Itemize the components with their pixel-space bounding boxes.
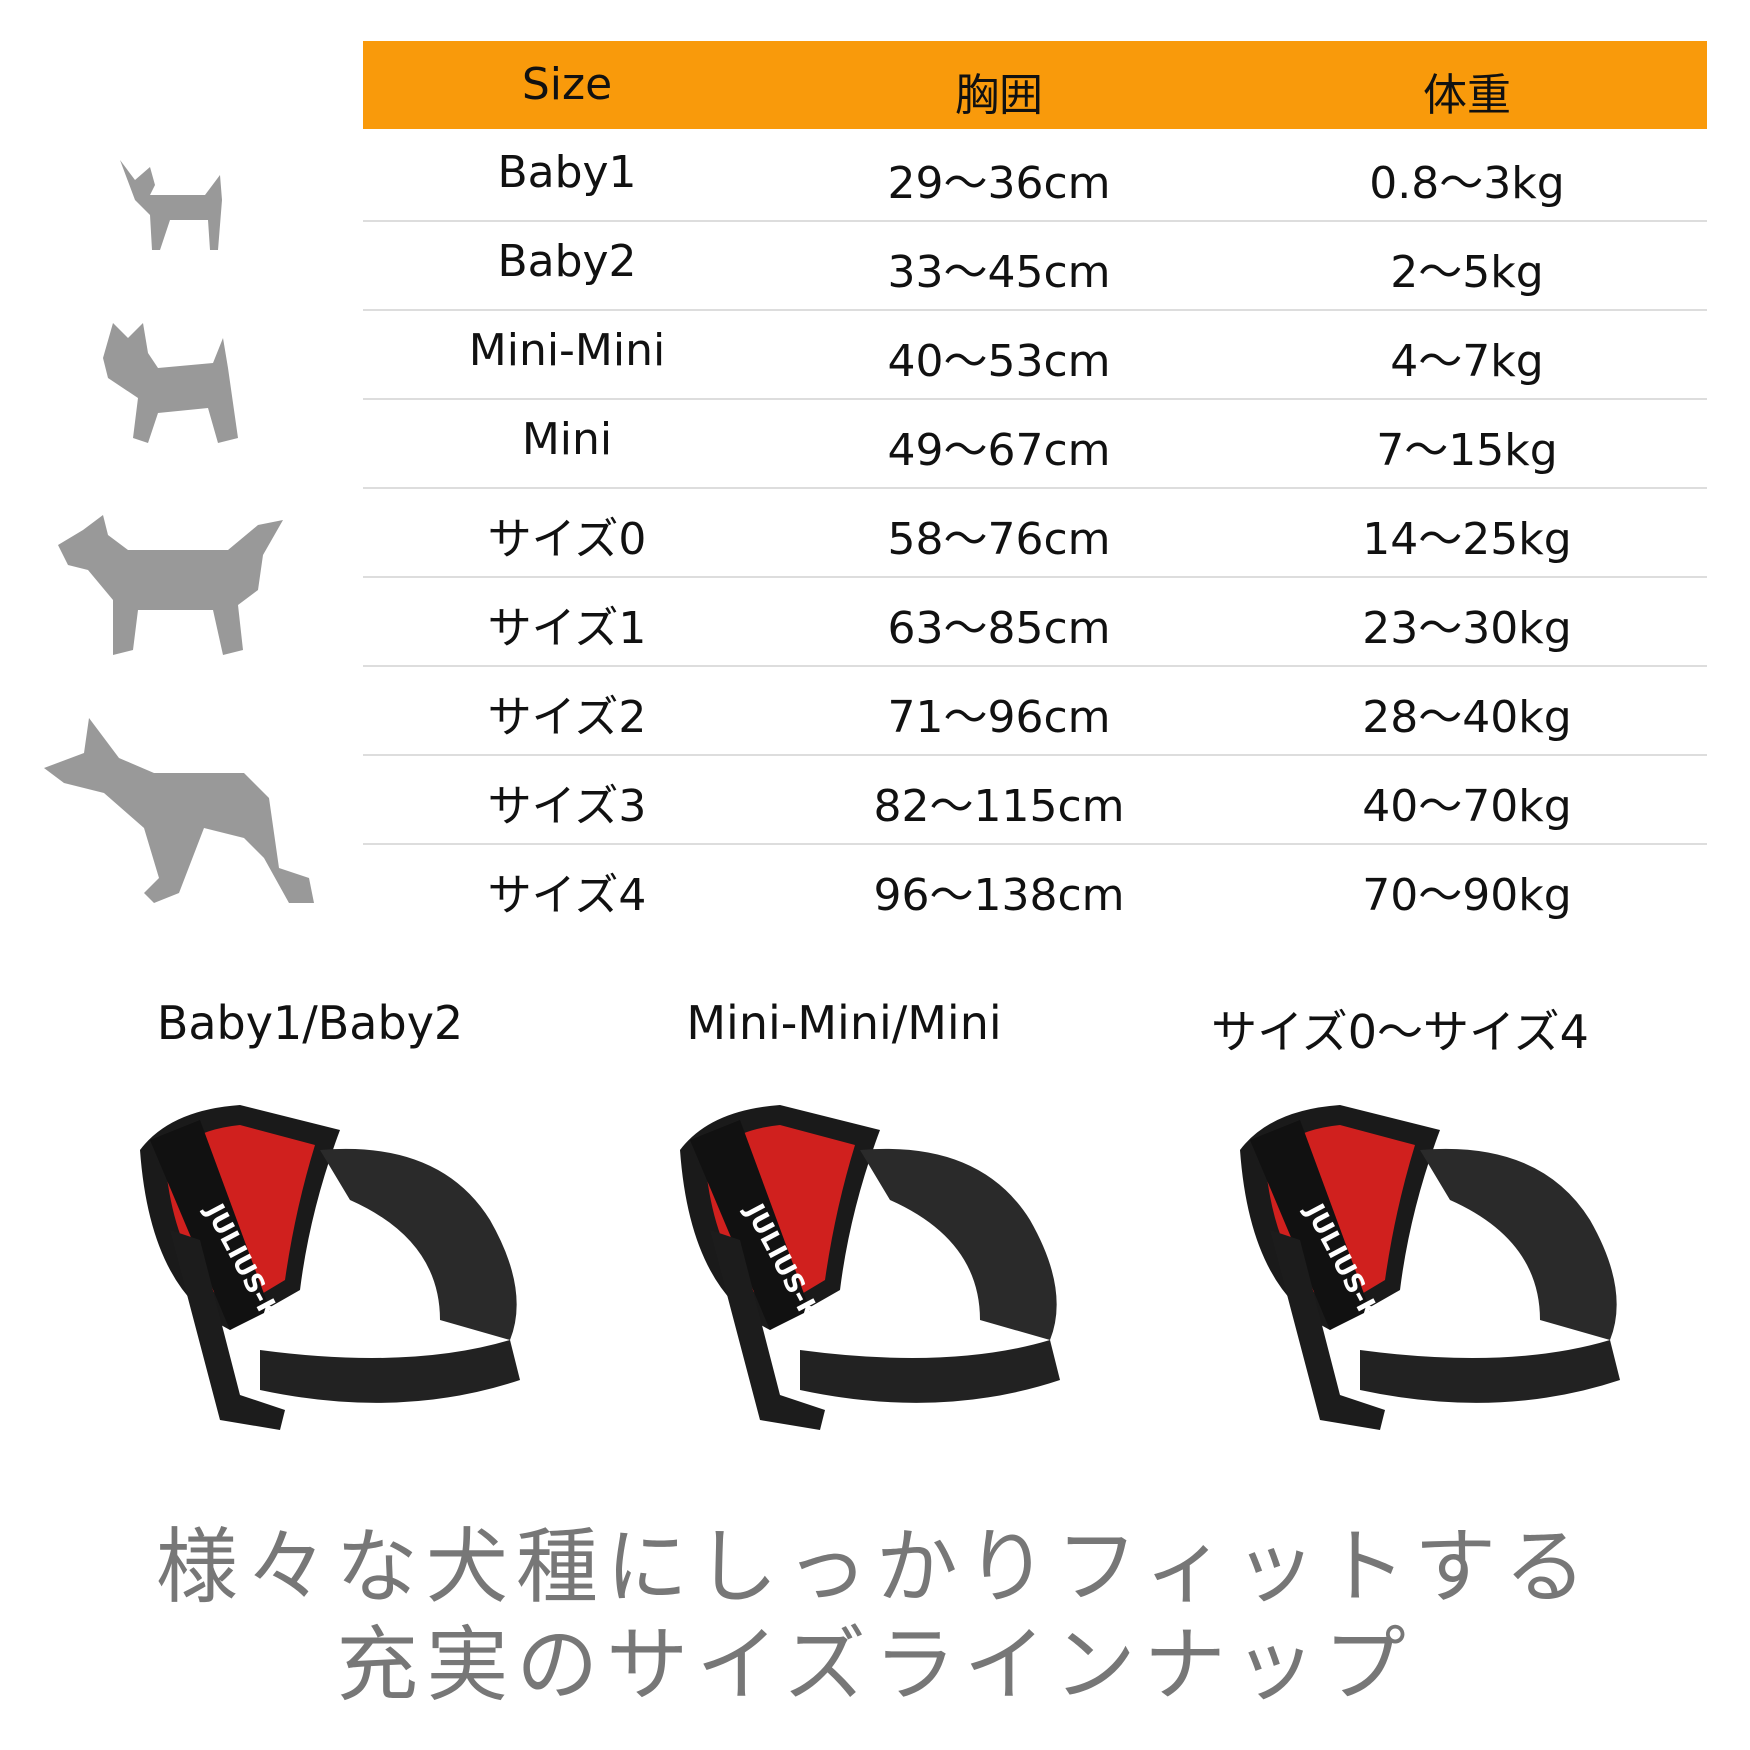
chest-cell: 33〜45cm: [887, 247, 1111, 298]
terrier-silhouette-icon: [103, 323, 238, 443]
chest-cell: 96〜138cm: [873, 870, 1125, 921]
chest-cell: 40〜53cm: [887, 336, 1111, 387]
size-cell: サイズ3: [487, 781, 647, 832]
chest-cell: 82〜115cm: [873, 781, 1125, 832]
product-label-baby: Baby1/Baby2: [156, 996, 464, 1050]
size-cell: Mini: [521, 414, 613, 465]
product-label-mini: Mini-Mini/Mini: [686, 996, 1002, 1050]
weight-cell: 4〜7kg: [1390, 336, 1544, 387]
weight-cell: 40〜70kg: [1362, 781, 1572, 832]
table-row: Baby2 33〜45cm 2〜5kg: [363, 220, 1707, 311]
chest-cell: 29〜36cm: [887, 158, 1111, 209]
size-cell: Baby1: [497, 147, 637, 198]
chest-cell: 63〜85cm: [887, 603, 1111, 654]
weight-cell: 28〜40kg: [1362, 692, 1572, 743]
header-chest: 胸囲: [955, 70, 1043, 121]
table-row: Mini 49〜67cm 7〜15kg: [363, 398, 1707, 489]
size-cell: サイズ0: [487, 514, 647, 565]
tagline-line2: 充実のサイズラインナップ: [336, 1618, 1414, 1713]
weight-cell: 14〜25kg: [1362, 514, 1572, 565]
product-label-size0-4: サイズ0〜サイズ4: [1211, 1005, 1589, 1059]
chihuahua-silhouette-icon: [120, 160, 222, 250]
shepherd-silhouette-icon: [44, 718, 314, 903]
size-cell: Baby2: [497, 236, 637, 287]
chest-cell: 49〜67cm: [887, 425, 1111, 476]
chest-cell: 58〜76cm: [887, 514, 1111, 565]
size-cell: サイズ2: [487, 692, 647, 743]
weight-cell: 7〜15kg: [1376, 425, 1558, 476]
weight-cell: 23〜30kg: [1362, 603, 1572, 654]
harness-image: JULIUS-K9: [680, 1105, 1060, 1430]
chest-cell: 71〜96cm: [887, 692, 1111, 743]
table-row: Mini-Mini 40〜53cm 4〜7kg: [363, 309, 1707, 400]
size-cell: Mini-Mini: [468, 325, 666, 376]
collie-silhouette-icon: [58, 515, 283, 655]
header-size: Size: [521, 59, 613, 110]
table-row: Baby1 29〜36cm 0.8〜3kg: [363, 131, 1707, 222]
harness-image: JULIUS-K9: [1240, 1105, 1620, 1430]
header-weight: 体重: [1423, 70, 1511, 121]
table-row: サイズ4 96〜138cm 70〜90kg: [363, 843, 1707, 932]
table-row: サイズ1 63〜85cm 23〜30kg: [363, 576, 1707, 667]
table-row: サイズ0 58〜76cm 14〜25kg: [363, 487, 1707, 578]
table-row: サイズ2 71〜96cm 28〜40kg: [363, 665, 1707, 756]
weight-cell: 70〜90kg: [1362, 870, 1572, 921]
table-row: サイズ3 82〜115cm 40〜70kg: [363, 754, 1707, 845]
harness-image: JULIUS-K9: [140, 1105, 520, 1430]
size-cell: サイズ1: [487, 603, 647, 654]
weight-cell: 0.8〜3kg: [1369, 158, 1565, 209]
size-cell: サイズ4: [487, 870, 647, 921]
table-header: Size 胸囲 体重: [363, 41, 1707, 129]
tagline-line1: 様々な犬種にしっかりフィットする: [155, 1520, 1595, 1615]
weight-cell: 2〜5kg: [1390, 247, 1544, 298]
